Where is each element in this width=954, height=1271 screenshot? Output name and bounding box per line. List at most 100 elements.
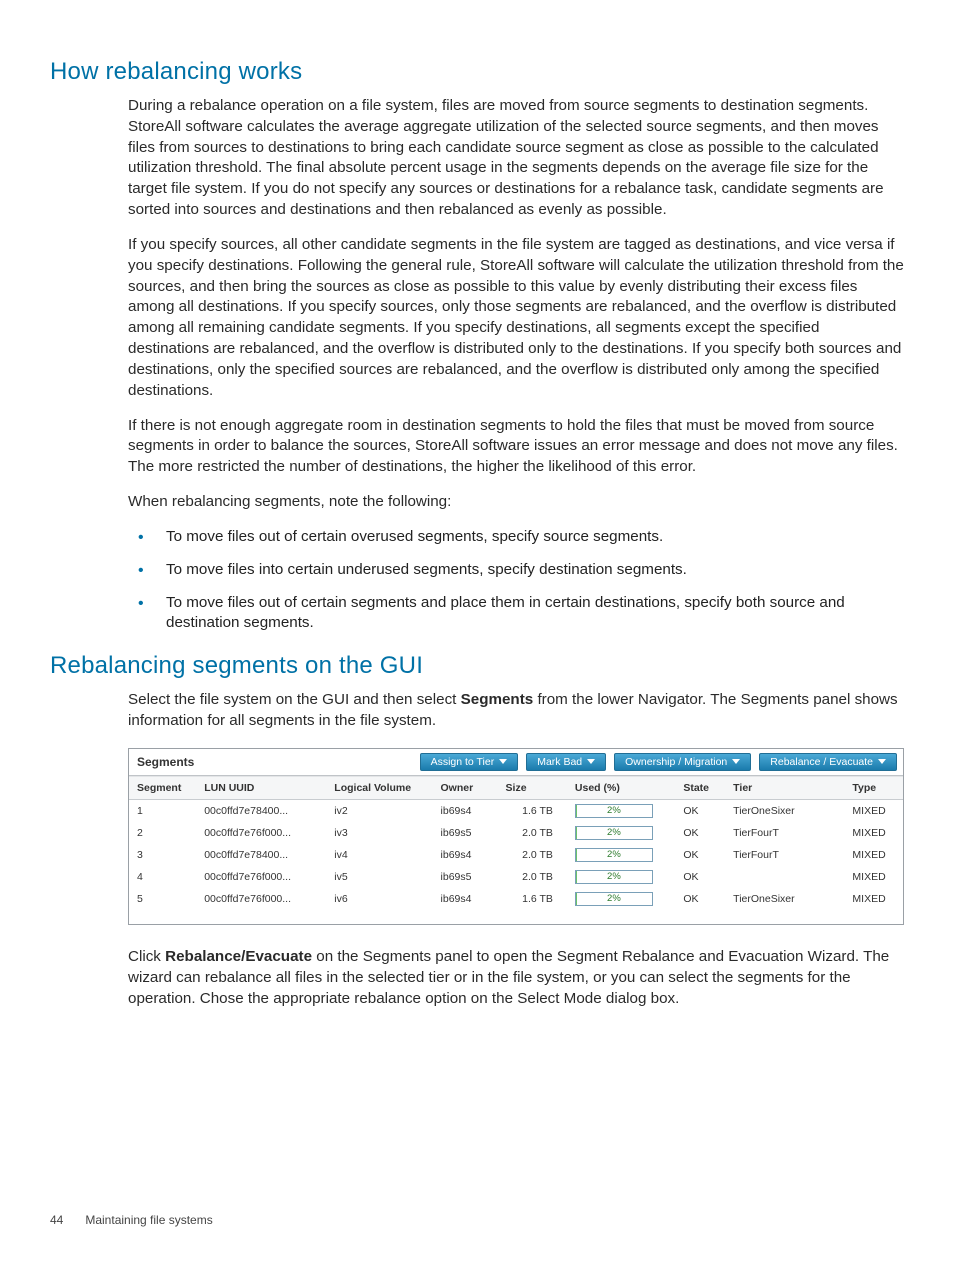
rebalance-evacuate-button[interactable]: Rebalance / Evacuate — [759, 753, 897, 771]
used-progress-label: 2% — [576, 827, 652, 839]
col-segment[interactable]: Segment — [129, 776, 196, 799]
mark-bad-button[interactable]: Mark Bad — [526, 753, 606, 771]
button-label: Assign to Tier — [431, 756, 495, 768]
cell-type: MIXED — [844, 844, 903, 866]
segments-panel: Segments Assign to Tier Mark Bad Ownersh… — [128, 748, 904, 925]
used-progress-bar: 2% — [575, 826, 653, 840]
used-progress-bar: 2% — [575, 848, 653, 862]
cell-segment: 5 — [129, 888, 196, 910]
footer-text: Maintaining file systems — [85, 1213, 212, 1227]
table-row[interactable]: 400c0ffd7e76f000...iv5ib69s52.0 TB2%OKMI… — [129, 866, 903, 888]
cell-state: OK — [675, 866, 725, 888]
cell-used: 2% — [567, 866, 675, 888]
para: During a rebalance operation on a file s… — [128, 96, 904, 221]
segments-panel-header: Segments Assign to Tier Mark Bad Ownersh… — [129, 749, 903, 776]
segments-table: Segment LUN UUID Logical Volume Owner Si… — [129, 776, 903, 910]
cell-owner: ib69s5 — [433, 866, 498, 888]
cell-logical-volume: iv5 — [326, 866, 432, 888]
used-progress-label: 2% — [576, 893, 652, 905]
cell-state: OK — [675, 822, 725, 844]
heading-rebalancing-gui: Rebalancing segments on the GUI — [50, 652, 904, 680]
cell-tier: TierOneSixer — [725, 799, 844, 822]
cell-size: 2.0 TB — [498, 866, 567, 888]
bold-segments: Segments — [461, 691, 534, 708]
col-type[interactable]: Type — [844, 776, 903, 799]
cell-lun-uuid: 00c0ffd7e78400... — [196, 799, 326, 822]
cell-type: MIXED — [844, 822, 903, 844]
cell-size: 1.6 TB — [498, 799, 567, 822]
para: If there is not enough aggregate room in… — [128, 416, 904, 478]
segments-tbody: 100c0ffd7e78400...iv2ib69s41.6 TB2%OKTie… — [129, 799, 903, 910]
page-number: 44 — [50, 1213, 82, 1227]
table-row[interactable]: 200c0ffd7e76f000...iv3ib69s52.0 TB 2% OKTi… — [129, 822, 903, 844]
list-item: To move files into certain underused seg… — [128, 560, 904, 581]
used-progress-bar: 2% — [575, 804, 653, 818]
table-row[interactable]: 100c0ffd7e78400...iv2ib69s41.6 TB2%OKTie… — [129, 799, 903, 822]
cell-tier — [725, 866, 844, 888]
bold-rebalance-evacuate: Rebalance/Evacuate — [165, 948, 312, 965]
used-progress-bar: 2% — [575, 892, 653, 906]
cell-used: 2% — [567, 844, 675, 866]
col-state[interactable]: State — [675, 776, 725, 799]
list-item: To move files out of certain overused se… — [128, 527, 904, 548]
used-progress-label: 2% — [576, 871, 652, 883]
segments-panel-wrap: Segments Assign to Tier Mark Bad Ownersh… — [128, 748, 904, 925]
cell-type: MIXED — [844, 799, 903, 822]
col-tier[interactable]: Tier — [725, 776, 844, 799]
list-item: To move files out of certain segments an… — [128, 593, 904, 635]
chevron-down-icon — [878, 759, 886, 764]
used-progress-bar: 2% — [575, 870, 653, 884]
cell-owner: ib69s4 — [433, 888, 498, 910]
segments-panel-title: Segments — [137, 755, 194, 769]
button-label: Mark Bad — [537, 756, 582, 768]
table-header-row: Segment LUN UUID Logical Volume Owner Si… — [129, 776, 903, 799]
cell-lun-uuid: 00c0ffd7e76f000... — [196, 866, 326, 888]
chevron-down-icon — [732, 759, 740, 764]
para: Select the file system on the GUI and th… — [128, 690, 904, 732]
assign-to-tier-button[interactable]: Assign to Tier — [420, 753, 519, 771]
panel-bottom-pad — [129, 910, 903, 924]
cell-lun-uuid: 00c0ffd7e76f000... — [196, 822, 326, 844]
cell-size: 1.6 TB — [498, 888, 567, 910]
cell-used: 2% — [567, 822, 675, 844]
cell-logical-volume: iv2 — [326, 799, 432, 822]
text: Click — [128, 948, 165, 965]
para: If you specify sources, all other candid… — [128, 235, 904, 402]
section2-body: Select the file system on the GUI and th… — [128, 690, 904, 1009]
col-used[interactable]: Used (%) — [567, 776, 675, 799]
cell-state: OK — [675, 844, 725, 866]
cell-logical-volume: iv3 — [326, 822, 432, 844]
cell-tier: TierFourT — [725, 822, 844, 844]
cell-tier: TierFourT — [725, 844, 844, 866]
cell-tier: TierOneSixer — [725, 888, 844, 910]
cell-owner: ib69s4 — [433, 844, 498, 866]
cell-segment: 2 — [129, 822, 196, 844]
cell-state: OK — [675, 888, 725, 910]
cell-type: MIXED — [844, 866, 903, 888]
cell-owner: ib69s5 — [433, 822, 498, 844]
heading-how-rebalancing-works: How rebalancing works — [50, 58, 904, 86]
used-progress-label: 2% — [576, 805, 652, 817]
cell-lun-uuid: 00c0ffd7e78400... — [196, 844, 326, 866]
col-size[interactable]: Size — [498, 776, 567, 799]
cell-size: 2.0 TB — [498, 844, 567, 866]
table-row[interactable]: 500c0ffd7e76f000...iv6ib69s41.6 TB2%OKTi… — [129, 888, 903, 910]
col-logical-volume[interactable]: Logical Volume — [326, 776, 432, 799]
col-lun-uuid[interactable]: LUN UUID — [196, 776, 326, 799]
section1-body: During a rebalance operation on a file s… — [128, 96, 904, 634]
cell-size: 2.0 TB — [498, 822, 567, 844]
cell-logical-volume: iv6 — [326, 888, 432, 910]
chevron-down-icon — [587, 759, 595, 764]
cell-owner: ib69s4 — [433, 799, 498, 822]
cell-logical-volume: iv4 — [326, 844, 432, 866]
page-footer: 44 Maintaining file systems — [50, 1213, 213, 1227]
col-owner[interactable]: Owner — [433, 776, 498, 799]
button-label: Rebalance / Evacuate — [770, 756, 873, 768]
cell-segment: 3 — [129, 844, 196, 866]
cell-segment: 1 — [129, 799, 196, 822]
para: Click Rebalance/Evacuate on the Segments… — [128, 947, 904, 1009]
table-row[interactable]: 300c0ffd7e78400...iv4ib69s42.0 TB 2% OKTie… — [129, 844, 903, 866]
notes-list: To move files out of certain overused se… — [128, 527, 904, 634]
ownership-migration-button[interactable]: Ownership / Migration — [614, 753, 751, 771]
cell-used: 2% — [567, 888, 675, 910]
